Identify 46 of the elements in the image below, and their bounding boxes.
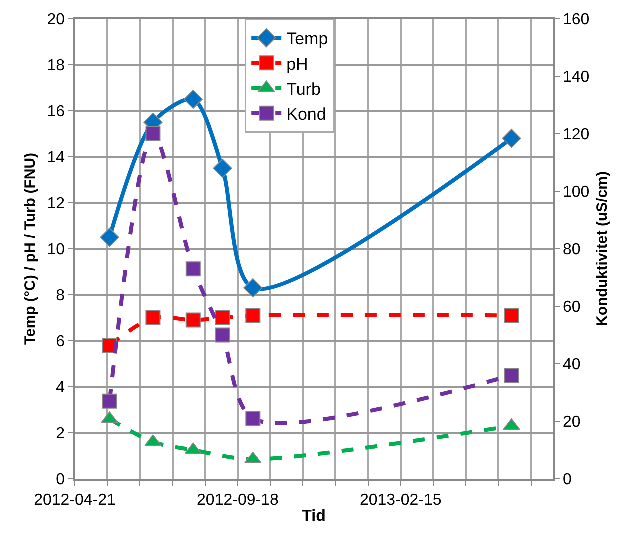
legend-label: pH bbox=[286, 54, 308, 74]
y-tick-label: 20 bbox=[47, 12, 66, 29]
y-tick-label: 14 bbox=[47, 150, 66, 167]
point bbox=[146, 310, 161, 326]
x-tick-label: 2012-04-21 bbox=[34, 492, 116, 509]
point bbox=[504, 368, 520, 383]
legend-label: Turb bbox=[286, 80, 321, 99]
y2-tick-label: 140 bbox=[562, 69, 590, 86]
y2-tick-label: 100 bbox=[562, 184, 590, 202]
y-tick-label: 2 bbox=[56, 426, 66, 443]
y-tick-label: 4 bbox=[56, 380, 66, 397]
x-axis-title: Tid bbox=[302, 508, 326, 526]
y-tick-label: 6 bbox=[56, 334, 66, 351]
y-tick-label: 12 bbox=[47, 196, 66, 213]
point bbox=[100, 228, 120, 248]
y2-tick-label: 120 bbox=[562, 126, 590, 144]
point bbox=[146, 126, 161, 142]
point bbox=[246, 411, 261, 426]
y-tick-label: 8 bbox=[56, 288, 66, 305]
x-tick-label: 2012-09-18 bbox=[197, 492, 279, 509]
point bbox=[184, 90, 204, 110]
point bbox=[215, 328, 230, 343]
point bbox=[186, 262, 201, 277]
y-tick-label: 16 bbox=[47, 104, 66, 121]
y2-tick-label: 60 bbox=[562, 299, 581, 316]
y-tick-label: 18 bbox=[47, 58, 66, 75]
y-axis-title: Temp (°C) / pH / Turb (FNU) bbox=[22, 152, 40, 346]
y-tick-label: 0 bbox=[56, 472, 66, 489]
x-tick-label: 2013-02-15 bbox=[360, 492, 442, 509]
y-tick-label: 10 bbox=[47, 242, 66, 259]
legend-label: Temp bbox=[286, 30, 328, 49]
point bbox=[502, 129, 522, 148]
y2-tick-label: 20 bbox=[562, 414, 581, 432]
y2-tick-label: 0 bbox=[562, 472, 572, 489]
point bbox=[246, 308, 261, 324]
point bbox=[213, 158, 232, 178]
y2-tick-label: 160 bbox=[562, 12, 590, 29]
point bbox=[244, 278, 263, 298]
y2-tick-label: 80 bbox=[562, 242, 581, 259]
y2-axis-title: Konduktivitet (uS/cm) bbox=[594, 171, 612, 327]
point bbox=[215, 310, 230, 326]
point bbox=[186, 312, 201, 328]
y2-tick-label: 40 bbox=[562, 356, 581, 374]
point bbox=[102, 394, 118, 409]
legend-label: Kond bbox=[286, 104, 326, 124]
point bbox=[504, 308, 520, 324]
